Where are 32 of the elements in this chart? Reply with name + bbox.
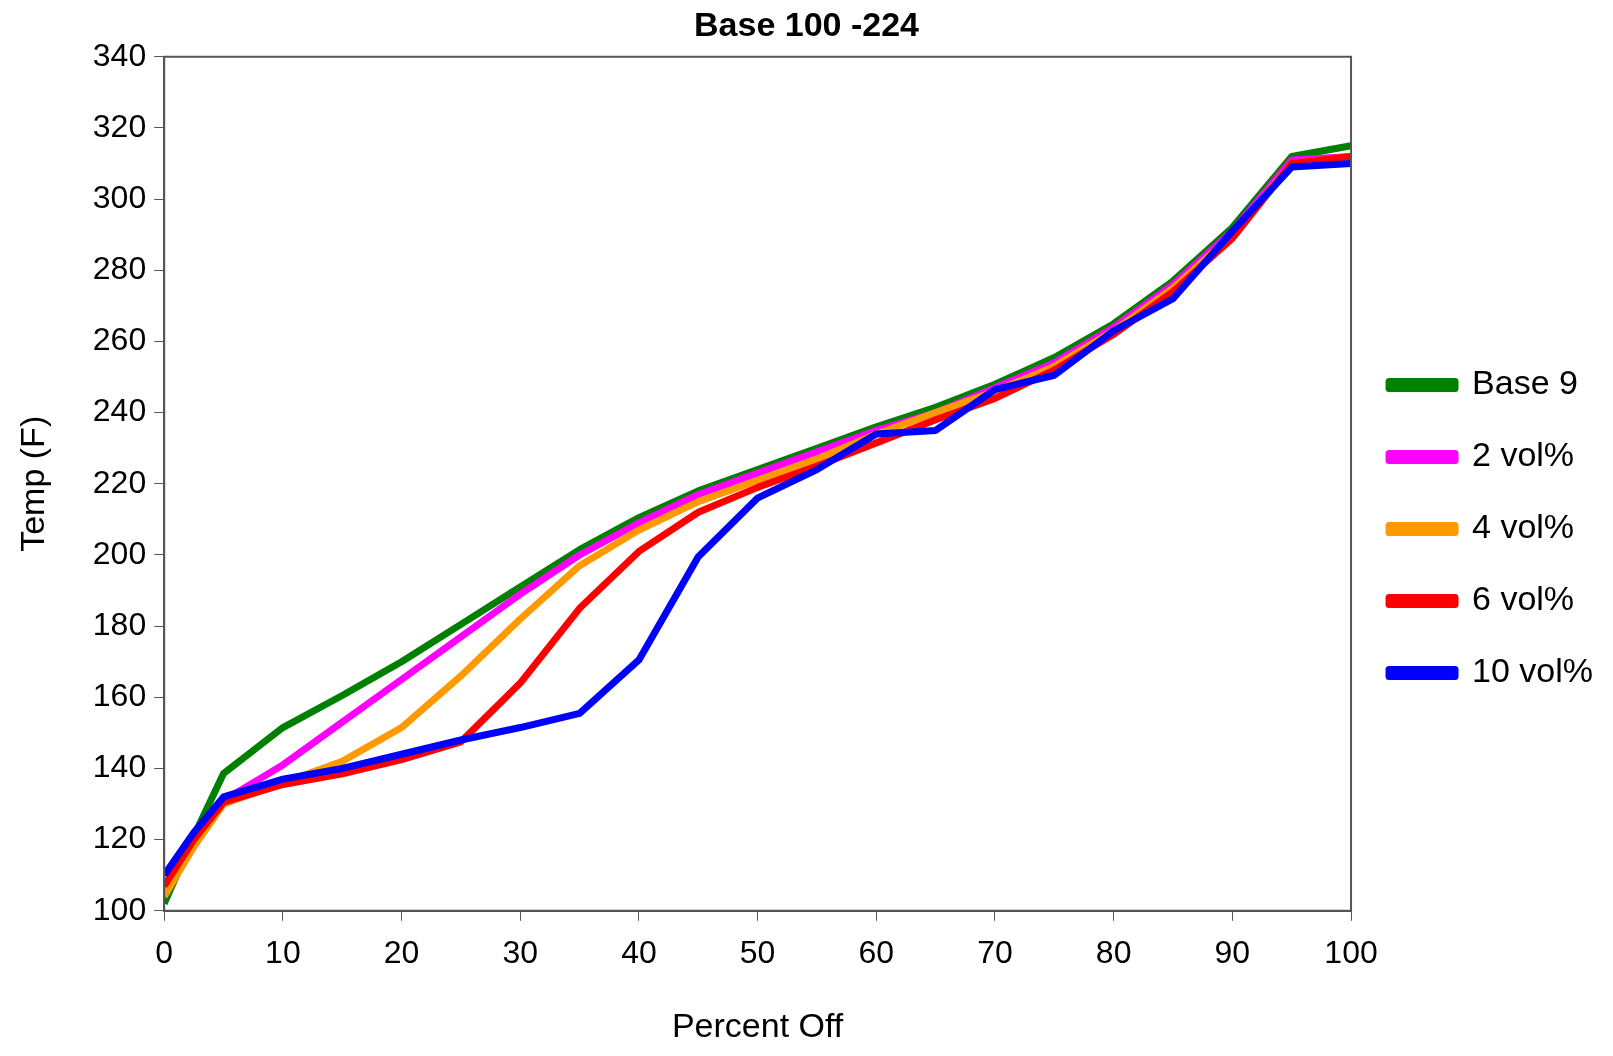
y-tick-label: 140 [92,748,147,785]
y-tick-label: 240 [92,392,147,429]
legend-label: 4 vol% [1472,507,1575,546]
y-tick-label: 220 [92,463,147,500]
legend-label: 6 vol% [1472,579,1575,618]
x-tick-label: 80 [1095,933,1132,970]
x-tick-label: 0 [155,933,174,970]
x-tick-label: 100 [1324,933,1378,970]
legend-label: Base 9 [1472,363,1578,402]
y-tick-label: 280 [92,250,147,287]
chart-title: Base 100 -224 [694,4,920,43]
x-tick-label: 40 [621,933,657,970]
legend-label: 2 vol% [1472,435,1575,474]
x-tick-label: 30 [502,933,539,970]
x-tick-label: 50 [739,933,776,970]
x-tick-label: 60 [858,933,895,970]
y-tick-label: 340 [92,36,147,73]
y-tick-label: 300 [92,178,147,215]
x-tick-label: 70 [977,933,1013,970]
x-axis-title: Percent Off [671,1005,844,1044]
legend-label: 10 vol% [1472,651,1594,690]
x-tick-label: 90 [1214,933,1251,970]
y-tick-label: 180 [92,605,147,642]
y-tick-label: 120 [92,819,147,856]
y-tick-label: 100 [92,890,147,927]
y-tick-label: 160 [92,677,147,714]
y-tick-label: 260 [92,321,147,358]
y-axis-title: Temp (F) [12,415,51,552]
x-tick-label: 10 [265,933,301,970]
y-tick-label: 200 [92,534,147,571]
y-tick-label: 320 [92,107,147,144]
x-tick-label: 20 [383,933,420,970]
